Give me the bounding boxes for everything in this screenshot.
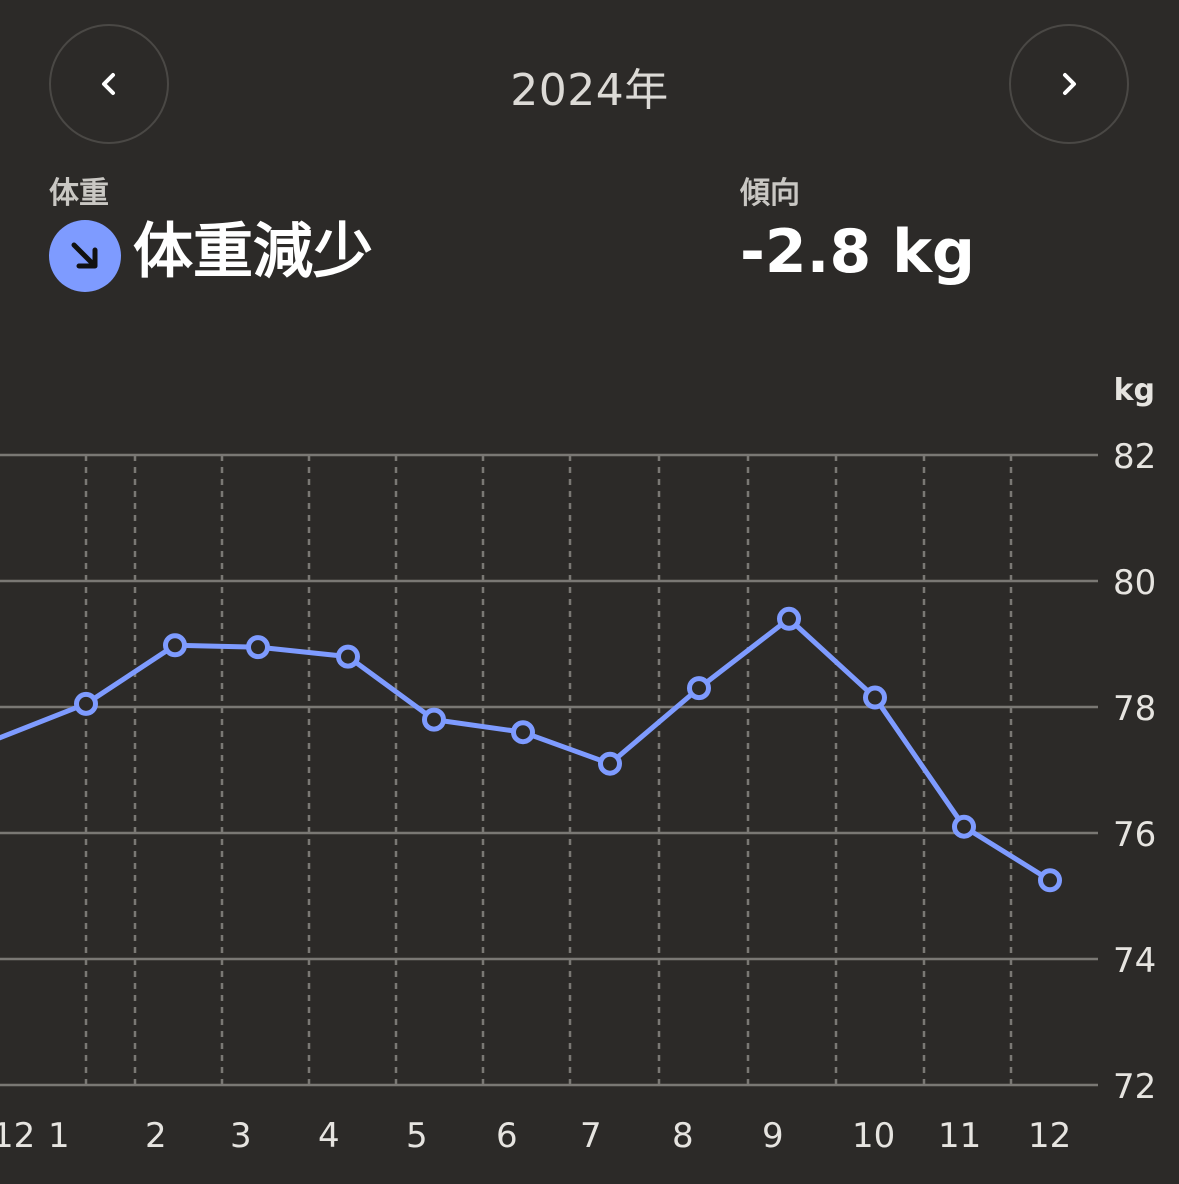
trend-label: 傾向 (740, 176, 800, 211)
x-tick-label: 8 (672, 1116, 694, 1156)
year-title: 2024年 (510, 65, 669, 116)
weight-label: 体重 (49, 176, 109, 211)
data-point[interactable] (74, 691, 98, 716)
x-tick-label: 5 (406, 1116, 428, 1156)
weight-status: 体重減少 (133, 217, 373, 287)
data-point[interactable] (1038, 868, 1062, 893)
data-point[interactable] (952, 814, 976, 839)
y-tick-label: 76 (1113, 815, 1156, 855)
series-line (0, 616, 1053, 883)
y-tick-label: 72 (1113, 1067, 1156, 1107)
trend-value: -2.8 kg (740, 217, 975, 287)
y-tick-label: 80 (1113, 563, 1156, 603)
data-point[interactable] (511, 720, 535, 745)
data-point[interactable] (422, 707, 446, 732)
x-tick-label: 12 (0, 1116, 35, 1156)
y-tick-label: 74 (1113, 941, 1156, 981)
x-tick-label: 3 (230, 1116, 252, 1156)
chevron-left-icon (102, 73, 115, 95)
y-tick-label: 78 (1113, 689, 1156, 729)
data-point[interactable] (777, 606, 801, 631)
x-tick-label: 7 (580, 1116, 602, 1156)
y-tick-label: 82 (1113, 437, 1156, 477)
previous-year-button[interactable] (49, 24, 169, 144)
x-tick-label: 10 (852, 1116, 895, 1156)
x-tick-label: 1 (48, 1116, 70, 1156)
data-point[interactable] (598, 751, 622, 776)
data-point[interactable] (163, 633, 187, 658)
x-tick-label: 4 (318, 1116, 340, 1156)
x-tick-label: 9 (762, 1116, 784, 1156)
x-tick-label: 2 (145, 1116, 167, 1156)
x-tick-label: 12 (1028, 1116, 1071, 1156)
data-point[interactable] (246, 635, 270, 660)
x-tick-label: 6 (496, 1116, 518, 1156)
arrow-down-right-icon (49, 220, 121, 292)
next-year-button[interactable] (1009, 24, 1129, 144)
data-point[interactable] (336, 644, 360, 669)
x-tick-label: 11 (938, 1116, 981, 1156)
data-point[interactable] (687, 676, 711, 701)
data-point[interactable] (863, 685, 887, 710)
chevron-right-icon (1063, 73, 1076, 95)
y-unit-label: kg (1114, 373, 1155, 408)
